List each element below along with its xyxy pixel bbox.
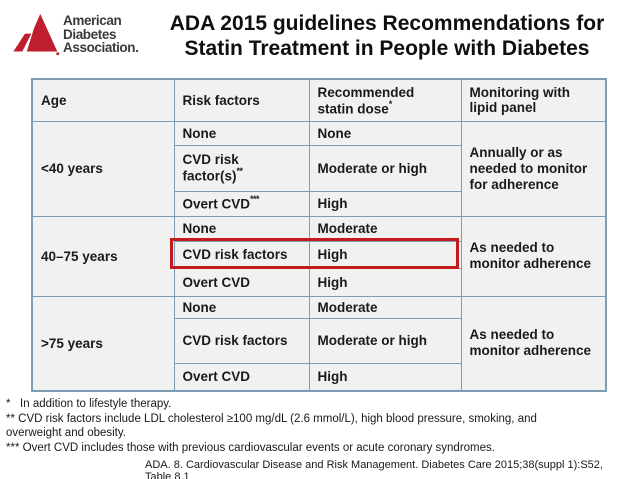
risk-text: None <box>182 221 217 236</box>
ada-logo: American Diabetes Association. <box>8 11 139 58</box>
risk-footnote-mark: ** <box>236 166 244 177</box>
col-header-monitoring: Monitoring with lipid panel <box>460 78 607 122</box>
risk-cell: CVD risk factors <box>173 317 310 364</box>
risk-cell: Overt CVD <box>173 267 310 297</box>
table-row: CVD risk factor(s)** Moderate or high <box>32 144 606 192</box>
slide-title-line-1: ADA 2015 guidelines Recommendations for <box>169 12 605 35</box>
table-row: Overt CVD*** High <box>32 190 606 217</box>
monitoring-cell: As needed to monitor adherence <box>460 295 607 392</box>
risk-cell: CVD risk factor(s)** <box>173 144 310 192</box>
statin-guidelines-table: Age Risk factors Recommended statin dose… <box>31 78 607 392</box>
risk-footnote-mark: *** <box>250 194 260 205</box>
risk-text: None <box>182 299 217 315</box>
dose-cell: High <box>308 190 462 217</box>
dose-cell: Moderate or high <box>308 317 462 364</box>
source-citation: ADA. 8. Cardiovascular Disease and Risk … <box>145 459 603 479</box>
dose-cell: None <box>308 120 462 146</box>
dose-header-line-2: statin dose <box>317 101 389 116</box>
dose-header-footnote-mark: * <box>388 98 393 109</box>
col-header-risk-factors: Risk factors <box>173 78 310 122</box>
logo-line-3: Association. <box>63 40 139 56</box>
logo-line-2: Diabetes <box>63 26 117 42</box>
risk-cell: Overt CVD <box>173 362 310 392</box>
logo-line-1: American <box>63 13 122 29</box>
risk-text: Overt CVD <box>182 274 251 290</box>
risk-cell: None <box>173 215 310 242</box>
age-cell-40-75: 40–75 years <box>31 215 175 297</box>
dose-cell: Moderate or high <box>308 144 462 192</box>
table-row: Overt CVD High <box>32 362 606 392</box>
table-row: 40–75 years None Moderate As needed to m… <box>31 215 607 297</box>
footnote-line: ** CVD risk factors include LDL choleste… <box>6 412 537 425</box>
footnote-line: *** Overt CVD includes those with previo… <box>6 441 495 454</box>
ada-triangle-icon <box>13 13 60 56</box>
table-row: CVD risk factors Moderate or high <box>32 317 606 364</box>
dose-cell: Moderate <box>308 295 462 319</box>
risk-text: CVD risk factors <box>182 333 288 348</box>
table-row-highlighted: CVD risk factors High <box>32 240 606 269</box>
col-header-age: Age <box>31 78 175 122</box>
table-row: >75 years None Moderate As needed to mon… <box>31 295 607 392</box>
footnote-line: * In addition to lifestyle therapy. <box>6 398 172 410</box>
table-row: Overt CVD High <box>32 267 606 297</box>
risk-cell-highlighted: CVD risk factors <box>173 240 310 269</box>
dose-cell: High <box>308 267 462 297</box>
risk-text: Overt CVD <box>182 369 251 385</box>
dose-cell-highlighted: High <box>308 240 462 269</box>
monitoring-cell: As needed to monitor adherence <box>460 215 607 297</box>
slide-title-line-2: Statin Treatment in People with Diabetes <box>184 37 590 60</box>
dose-cell: High <box>308 362 462 392</box>
risk-text: None <box>182 125 217 141</box>
risk-cell: None <box>173 120 310 146</box>
col-header-statin-dose: Recommended statin dose* <box>308 78 462 122</box>
risk-text: CVD risk factor(s) <box>182 152 239 184</box>
footnotes: * In addition to lifestyle therapy. ** C… <box>6 397 626 455</box>
dose-cell: Moderate <box>308 215 462 242</box>
table-row: <40 years None None Annually or as neede… <box>31 120 607 217</box>
risk-cell: Overt CVD*** <box>173 190 310 217</box>
footnote-line: overweight and obesity. <box>6 427 126 440</box>
ada-logo-text: American Diabetes Association. <box>63 13 139 56</box>
monitoring-header-line-2: lipid panel <box>469 100 537 116</box>
age-cell-under-40: <40 years <box>31 120 175 217</box>
table-header-row: Age Risk factors Recommended statin dose… <box>31 78 607 122</box>
age-cell-over-75: >75 years <box>31 295 175 392</box>
risk-text: CVD risk factors <box>182 247 288 262</box>
risk-cell: None <box>173 295 310 319</box>
monitoring-header-line-1: Monitoring with <box>469 85 570 101</box>
slide-title: ADA 2015 guidelines Recommendations for … <box>152 11 622 61</box>
risk-text: Overt CVD <box>182 196 251 212</box>
monitoring-cell: Annually or as needed to monitor for adh… <box>460 120 607 217</box>
dose-header-line-1: Recommended <box>317 84 415 100</box>
